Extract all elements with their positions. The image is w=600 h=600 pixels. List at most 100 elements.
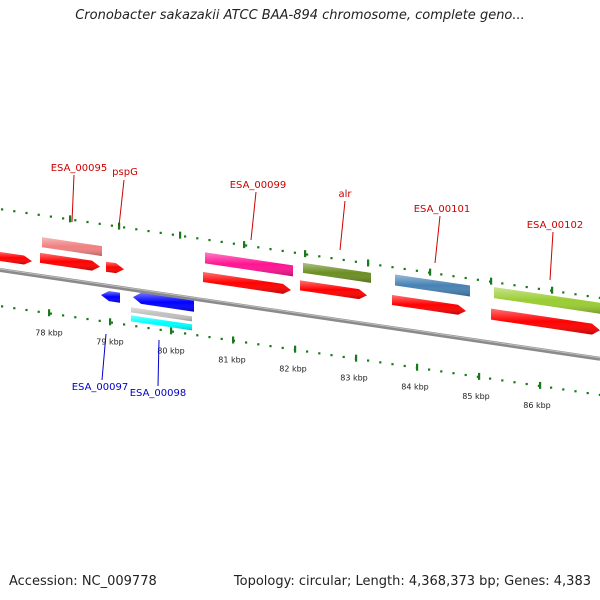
guide-dot [537, 287, 540, 290]
gene-bar-top [303, 262, 371, 283]
guide-dot [62, 314, 65, 317]
grey-bar [131, 307, 192, 322]
guide-dot [562, 388, 565, 391]
guide-dot [598, 393, 600, 396]
gene-bar-top-shade [205, 252, 293, 277]
gene-bar-top [42, 237, 102, 257]
label-leader-top [118, 179, 125, 227]
guide-dot [342, 258, 345, 262]
upper-major-tick [304, 250, 307, 258]
guide-dot [25, 308, 28, 312]
label-leader-top [71, 174, 75, 223]
gene-bar-top-shade [494, 287, 600, 314]
label-leader-top [549, 231, 554, 281]
gene-label-top: pspG [112, 167, 138, 178]
guide-dot [476, 375, 479, 378]
label-leader-top [339, 200, 346, 251]
upper-major-tick [69, 215, 72, 223]
gene-bar-top-shade [303, 262, 371, 283]
cds-arrow-shade [392, 295, 466, 315]
cds-arrow-shade [203, 272, 291, 294]
guide-dot [379, 361, 382, 364]
scale-tick-label: 80 kbp [157, 346, 185, 355]
guide-dot [525, 285, 528, 289]
guide-dot [269, 345, 272, 348]
guide-dot [86, 220, 89, 224]
guide-dot [1, 305, 4, 308]
guide-dot [574, 293, 577, 296]
guide-dot [513, 381, 516, 384]
lower-major-tick [539, 381, 542, 389]
guide-dot [25, 211, 28, 215]
scale-tick-label: 84 kbp [401, 383, 429, 392]
upper-major-tick [367, 259, 370, 267]
upper-major-tick [429, 268, 432, 276]
guide-dot [123, 226, 126, 229]
guide-dot [318, 255, 321, 258]
guide-dot [330, 257, 333, 260]
guide-dot [257, 246, 260, 249]
guide-dot [98, 222, 101, 225]
guide-dot [1, 208, 4, 211]
cds-arrow [392, 295, 466, 315]
lower-major-tick [109, 318, 112, 326]
lower-major-tick [355, 354, 358, 362]
guide-dot [269, 248, 272, 251]
lower-major-tick [48, 309, 51, 317]
scale-tick-label: 81 kbp [218, 355, 246, 364]
gene-label-bottom: ESA_00097 [72, 382, 129, 393]
guide-dot [513, 284, 516, 287]
gene-bar-top [205, 252, 293, 277]
guide-dot [49, 312, 52, 315]
lower-major-tick [294, 345, 297, 353]
cds-arrow-shade [0, 251, 32, 265]
cds-minus-arrow [133, 292, 194, 312]
guide-dot [184, 235, 187, 238]
cds-arrow [491, 308, 600, 335]
dotted-guide-lines: 78 kbp 79 kbp 80 kbp 81 kbp 82 kbp 83 kbp 84 k… [1, 208, 600, 410]
cds-arrow [106, 261, 124, 274]
guide-dot [550, 386, 553, 389]
guide-dot [464, 276, 467, 280]
cds-arrow-shade [491, 308, 600, 335]
cds-minus-arrow [101, 291, 120, 303]
backbone [0, 268, 600, 361]
gene-bar-top-shade [395, 274, 470, 297]
cds-arrow [300, 280, 367, 300]
label-leader-top [434, 215, 441, 264]
guide-dot [110, 321, 113, 324]
gene-bar-top-shade [42, 237, 102, 257]
lower-major-tick [478, 372, 481, 380]
guide-dot [476, 278, 479, 281]
guide-dot [98, 319, 101, 322]
upper-major-tick [179, 231, 182, 239]
cds-arrow [203, 272, 291, 294]
cds-arrow-shade [40, 252, 100, 271]
guide-dot [391, 266, 394, 269]
guide-dot [403, 267, 406, 271]
lower-major-tick [232, 336, 235, 344]
guide-dot [184, 332, 187, 335]
guide-dot [464, 373, 467, 377]
guide-dot [208, 335, 211, 339]
guide-dot [293, 251, 296, 254]
guide-dot [37, 213, 40, 216]
guide-dot [342, 355, 345, 359]
guide-dot [13, 210, 16, 213]
summary-text: Topology: circular; Length: 4,368,373 bp… [233, 574, 591, 589]
guide-dot [586, 391, 589, 395]
guide-dot [62, 217, 65, 220]
map-title: Cronobacter sakazakii ATCC BAA-894 chrom… [75, 8, 525, 23]
backbone-line [0, 268, 600, 361]
cds-arrow [40, 252, 100, 271]
guide-dot [74, 316, 77, 319]
guide-dot [245, 244, 248, 247]
guide-dot [37, 310, 40, 313]
gene-label-top: alr [338, 189, 352, 200]
guide-dot [415, 269, 418, 272]
guide-dot [428, 368, 431, 371]
scale-tick-label: 85 kbp [462, 392, 490, 401]
guide-dot [537, 384, 540, 387]
